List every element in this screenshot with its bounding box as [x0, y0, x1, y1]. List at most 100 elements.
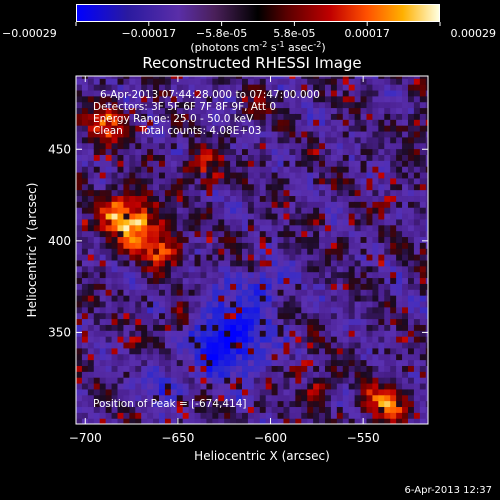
heatmap-cell [396, 95, 403, 103]
heatmap-cell [247, 119, 255, 126]
y-tick-label: 400 [48, 234, 71, 248]
heatmap-cell [153, 388, 160, 396]
heatmap-cell [206, 388, 213, 396]
heatmap-cell [265, 265, 273, 273]
heatmap-cell [117, 166, 125, 173]
heatmap-cell [176, 101, 184, 109]
heatmap-cell [372, 183, 379, 191]
heatmap-cell [153, 89, 160, 97]
heatmap-cell [366, 113, 374, 120]
heatmap-cell [283, 353, 291, 361]
heatmap-cell [93, 341, 101, 349]
heatmap-cell [390, 183, 397, 191]
heatmap-cell [259, 160, 267, 167]
heatmap-cell [342, 382, 350, 390]
heatmap-cell [319, 388, 326, 396]
heatmap-cell [348, 289, 356, 296]
heatmap-cell [99, 382, 107, 390]
heatmap-cell [117, 89, 125, 97]
heatmap-cell [324, 107, 332, 114]
heatmap-cell [330, 341, 338, 349]
heatmap-cell [159, 84, 166, 91]
heatmap-cell [164, 130, 172, 138]
heatmap-cell [301, 78, 308, 85]
heatmap-cell [105, 324, 113, 331]
heatmap-cell [188, 388, 196, 396]
heatmap-cell [396, 271, 403, 279]
heatmap-cell [135, 230, 142, 238]
heatmap-cell [87, 213, 95, 220]
heatmap-cell [111, 265, 119, 273]
heatmap-cell [218, 400, 225, 408]
heatmap-cell [402, 265, 409, 273]
heatmap-cell [135, 377, 142, 384]
heatmap-cell [76, 207, 83, 214]
heatmap-cell [384, 336, 391, 343]
heatmap-cell [336, 394, 344, 402]
heatmap-cell [117, 412, 125, 419]
heatmap-cell [277, 248, 285, 255]
heatmap-cell [396, 224, 403, 232]
heatmap-cell [123, 107, 130, 114]
heatmap-cell [247, 283, 255, 290]
heatmap-cell [390, 300, 397, 308]
heatmap-cell [176, 371, 184, 378]
heatmap-cell [301, 283, 308, 290]
heatmap-cell [76, 136, 83, 144]
heatmap-cell [182, 371, 190, 378]
heatmap-cell [176, 189, 184, 197]
x-axis-label: Heliocentric X (arcsec) [194, 449, 330, 463]
heatmap-cell [402, 388, 409, 396]
heatmap-cell [425, 330, 428, 337]
heatmap-cell [313, 195, 320, 202]
heatmap-cell [105, 224, 113, 232]
heatmap-cell [230, 78, 237, 85]
heatmap-cell [182, 89, 190, 97]
heatmap-cell [313, 382, 320, 390]
heatmap-cell [271, 336, 279, 343]
heatmap-cell [170, 154, 178, 161]
heatmap-cell [378, 84, 385, 91]
heatmap-cell [170, 300, 178, 308]
colorbar-unit-label: (photons cm-2 s-1 asec-2) [190, 40, 325, 54]
heatmap-cell [159, 277, 166, 284]
heatmap-cell [319, 400, 326, 408]
heatmap-cell [159, 265, 166, 273]
heatmap-cell [164, 371, 172, 378]
heatmap-cell [413, 195, 421, 202]
heatmap-cell [253, 318, 261, 325]
heatmap-cell [135, 160, 142, 167]
heatmap-cell [259, 177, 267, 185]
heatmap-cell [396, 347, 403, 355]
heatmap-cell [141, 248, 148, 255]
heatmap-cell [206, 394, 213, 402]
heatmap-cell [218, 359, 225, 366]
heatmap-cell [141, 306, 148, 314]
heatmap-cell [366, 277, 374, 284]
heatmap-cell [247, 189, 255, 197]
heatmap-cell [390, 148, 397, 155]
heatmap-cell [265, 312, 273, 320]
heatmap-cell [366, 189, 374, 197]
heatmap-cell [265, 171, 273, 179]
heatmap-cell [342, 242, 350, 249]
heatmap-cell [212, 224, 219, 232]
heatmap-cell [390, 95, 397, 103]
heatmap-cell [342, 324, 350, 331]
heatmap-cell [259, 353, 267, 361]
heatmap-cell [230, 353, 237, 361]
heatmap-cell [425, 359, 428, 366]
heatmap-cell [390, 119, 397, 126]
heatmap-cell [396, 242, 403, 249]
heatmap-cell [129, 277, 136, 284]
heatmap-cell [247, 242, 255, 249]
heatmap-cell [182, 365, 190, 372]
heatmap-cell [206, 125, 213, 132]
heatmap-cell [348, 119, 356, 126]
heatmap-cell [330, 277, 338, 284]
heatmap-cell [253, 388, 261, 396]
heatmap-cell [425, 101, 428, 109]
heatmap-cell [176, 283, 184, 290]
heatmap-cell [182, 394, 190, 402]
heatmap-cell [176, 95, 184, 103]
